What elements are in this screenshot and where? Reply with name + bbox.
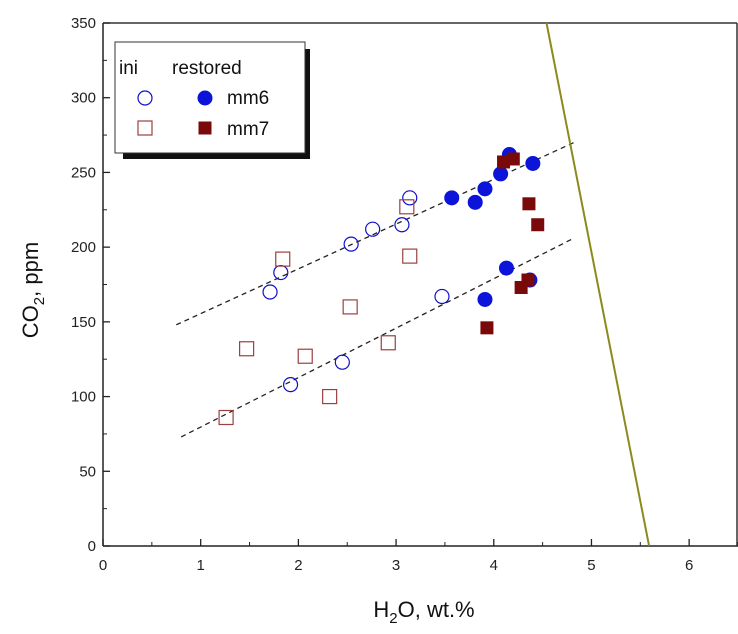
data-point-mm7-restored [506,152,520,166]
data-point-mm6-ini [394,217,410,233]
data-point-mm6-restored [477,291,493,307]
data-point-mm7-restored [522,197,536,211]
data-point-mm7-ini [399,199,415,215]
y-tick-label: 100 [71,389,96,406]
y-tick-label: 250 [71,164,96,181]
x-tick-label: 0 [99,557,107,574]
legend-marker-mm7-restored [198,121,212,135]
data-point-mm6-restored [525,155,541,171]
data-point-mm7-ini [342,299,358,315]
data-point-mm7-restored [521,273,535,287]
trend-line-2 [180,237,575,438]
data-point-mm7-ini [275,251,291,267]
legend-label-mm7: mm7 [227,119,269,140]
data-point-mm7-ini [322,388,338,405]
x-tick-label: 2 [294,557,302,574]
y-axis-title: CO2, ppm [18,242,48,338]
y-tick-label: 200 [71,239,96,256]
legend: ini restored mm6 mm7 [114,41,310,159]
data-point-mm7-ini [402,248,418,264]
y-tick-label: 50 [79,463,96,480]
boundary-line-group [545,23,651,546]
legend-markers [137,90,213,136]
data-points [218,146,545,426]
data-point-mm6-restored [467,194,483,210]
data-point-mm6-ini [434,288,450,305]
legend-marker-mm6-restored [197,90,213,106]
series-mm7-ini [218,199,418,426]
data-point-mm6-restored [444,190,460,206]
x-tick-label: 6 [685,557,693,574]
legend-header-ini: ini [119,58,138,79]
data-point-mm7-ini [239,341,255,357]
x-tick-label: 1 [197,557,205,574]
data-point-mm6-ini [402,190,418,206]
series-mm6-ini [262,190,450,393]
data-point-mm7-ini [380,335,396,351]
data-point-mm6-restored [477,181,493,197]
y-axis: 0 50 100 150 200 250 300 350 [71,15,110,555]
data-point-mm7-restored [531,218,545,232]
legend-header-restored: restored [172,58,242,79]
x-tick-label: 5 [587,557,595,574]
legend-marker-mm6-ini [137,90,153,106]
data-point-mm6-ini [343,236,359,252]
legend-marker-mm7-ini [137,120,153,136]
x-axis: 0 1 2 3 4 5 6 [99,539,738,574]
y-tick-label: 300 [71,90,96,107]
data-point-mm6-ini [262,284,278,300]
legend-label-mm6: mm6 [227,88,269,109]
y-tick-label: 0 [88,538,96,555]
data-point-mm7-ini [297,348,313,364]
data-point-mm7-restored [480,321,494,335]
data-point-mm6-ini [334,354,350,370]
data-point-mm6-restored [493,166,509,182]
x-axis-title: H2O, wt.% [373,597,474,627]
data-point-mm6-ini [365,221,381,237]
data-point-mm7-ini [218,409,234,426]
x-tick-label: 4 [490,557,498,574]
plot-frame [103,22,738,546]
series-mm7-restored [480,152,545,335]
data-point-mm6-restored [498,260,514,276]
x-tick-label: 3 [392,557,400,574]
data-point-mm6-ini [282,377,299,393]
y-tick-label: 150 [71,314,96,331]
y-tick-label: 350 [71,15,96,32]
boundary-line [545,23,651,546]
